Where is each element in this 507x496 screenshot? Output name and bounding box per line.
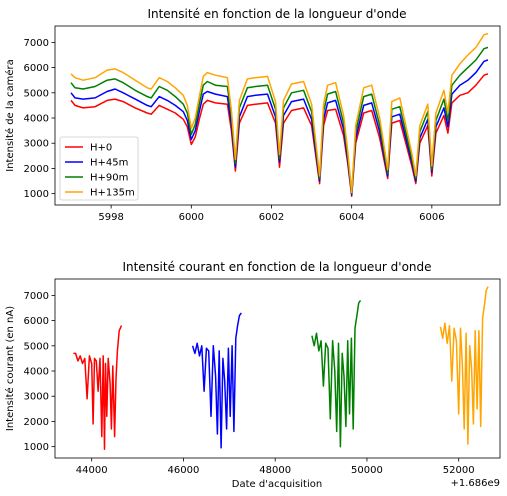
chart-0-y-tick-label: 6000 xyxy=(24,63,49,74)
chart-top: Intensité en fonction de la longueur d'o… xyxy=(4,7,501,223)
chart-0-y-tick-label: 7000 xyxy=(24,38,49,49)
chart-top-legend: H+0 H+45m H+90m H+135m xyxy=(59,136,139,201)
chart-1-x-tick-label: 50000 xyxy=(351,465,383,476)
chart-1-y-tick-label: 1000 xyxy=(24,442,49,453)
chart-0-series-3-line xyxy=(70,46,489,195)
chart-1-x-tick-label: 46000 xyxy=(168,465,200,476)
chart-top-title: Intensité en fonction de la longueur d'o… xyxy=(147,7,406,21)
legend-entry-label: H+135m xyxy=(90,188,135,199)
chart-bottom-title: Intensité courant en fonction de la long… xyxy=(122,260,431,274)
chart-1-y-tick-label: 4000 xyxy=(24,367,49,378)
chart-0-x-tick-label: 6006 xyxy=(419,212,444,223)
chart-1-x-tick-label: 48000 xyxy=(259,465,291,476)
chart-top-axes: 5998 6000 6002 6004 6006 1000 2000 3000 4000 5000… xyxy=(24,25,501,223)
chart-bottom: Intensité courant en fonction de la long… xyxy=(4,260,501,490)
chart-0-y-tick-label: 2000 xyxy=(24,164,49,175)
chart-1-series-1-line xyxy=(73,325,123,450)
chart-1-y-tick-label: 5000 xyxy=(24,341,49,352)
chart-0-x-tick-label: 6000 xyxy=(179,212,204,223)
chart-1-series-2-line xyxy=(191,312,242,449)
chart-1-frame xyxy=(54,278,501,459)
chart-0-y-tick-label: 3000 xyxy=(24,139,49,150)
chart-1-y-tick-label: 6000 xyxy=(24,316,49,327)
chart-1-x-tick-label: 44000 xyxy=(76,465,108,476)
chart-top-plot-area xyxy=(70,32,489,197)
chart-0-x-tick-label: 6004 xyxy=(339,212,364,223)
legend-entry-label: H+45m xyxy=(90,158,128,169)
chart-0-y-tick-label: 5000 xyxy=(24,88,49,99)
chart-bottom-axes: 44000 46000 48000 50000 52000 1000 2000 3000 400… xyxy=(24,278,501,476)
chart-0-frame xyxy=(54,25,501,206)
chart-0-series-4-line xyxy=(70,32,489,194)
chart-bottom-y-axis-label: Intensité courant (en nA) xyxy=(4,306,16,431)
legend-box xyxy=(59,136,139,201)
chart-0-series-1-line xyxy=(70,73,489,197)
chart-1-y-tick-label: 7000 xyxy=(24,291,49,302)
chart-0-y-tick-label: 4000 xyxy=(24,114,49,125)
chart-1-y-tick-label: 3000 xyxy=(24,392,49,403)
chart-0-y-tick-label: 1000 xyxy=(24,189,49,200)
chart-1-x-tick-label: 52000 xyxy=(443,465,475,476)
chart-bottom-x-axis-label: Date d'acquisition xyxy=(232,479,322,490)
chart-1-series-3-line xyxy=(311,299,362,448)
chart-0-x-tick-label: 6002 xyxy=(259,212,284,223)
chart-0-x-tick-label: 5998 xyxy=(98,212,123,223)
legend-entry-label: H+0 xyxy=(90,143,112,154)
chart-bottom-offset-text: +1.686e9 xyxy=(450,478,500,489)
chart-top-y-axis-label: Intensité de la caméra xyxy=(4,59,16,171)
legend-entry-label: H+90m xyxy=(90,173,128,184)
chart-bottom-plot-area xyxy=(73,286,489,450)
chart-1-series-4-line xyxy=(439,286,489,445)
chart-1-y-tick-label: 2000 xyxy=(24,417,49,428)
chart-0-series-2-line xyxy=(70,59,489,196)
